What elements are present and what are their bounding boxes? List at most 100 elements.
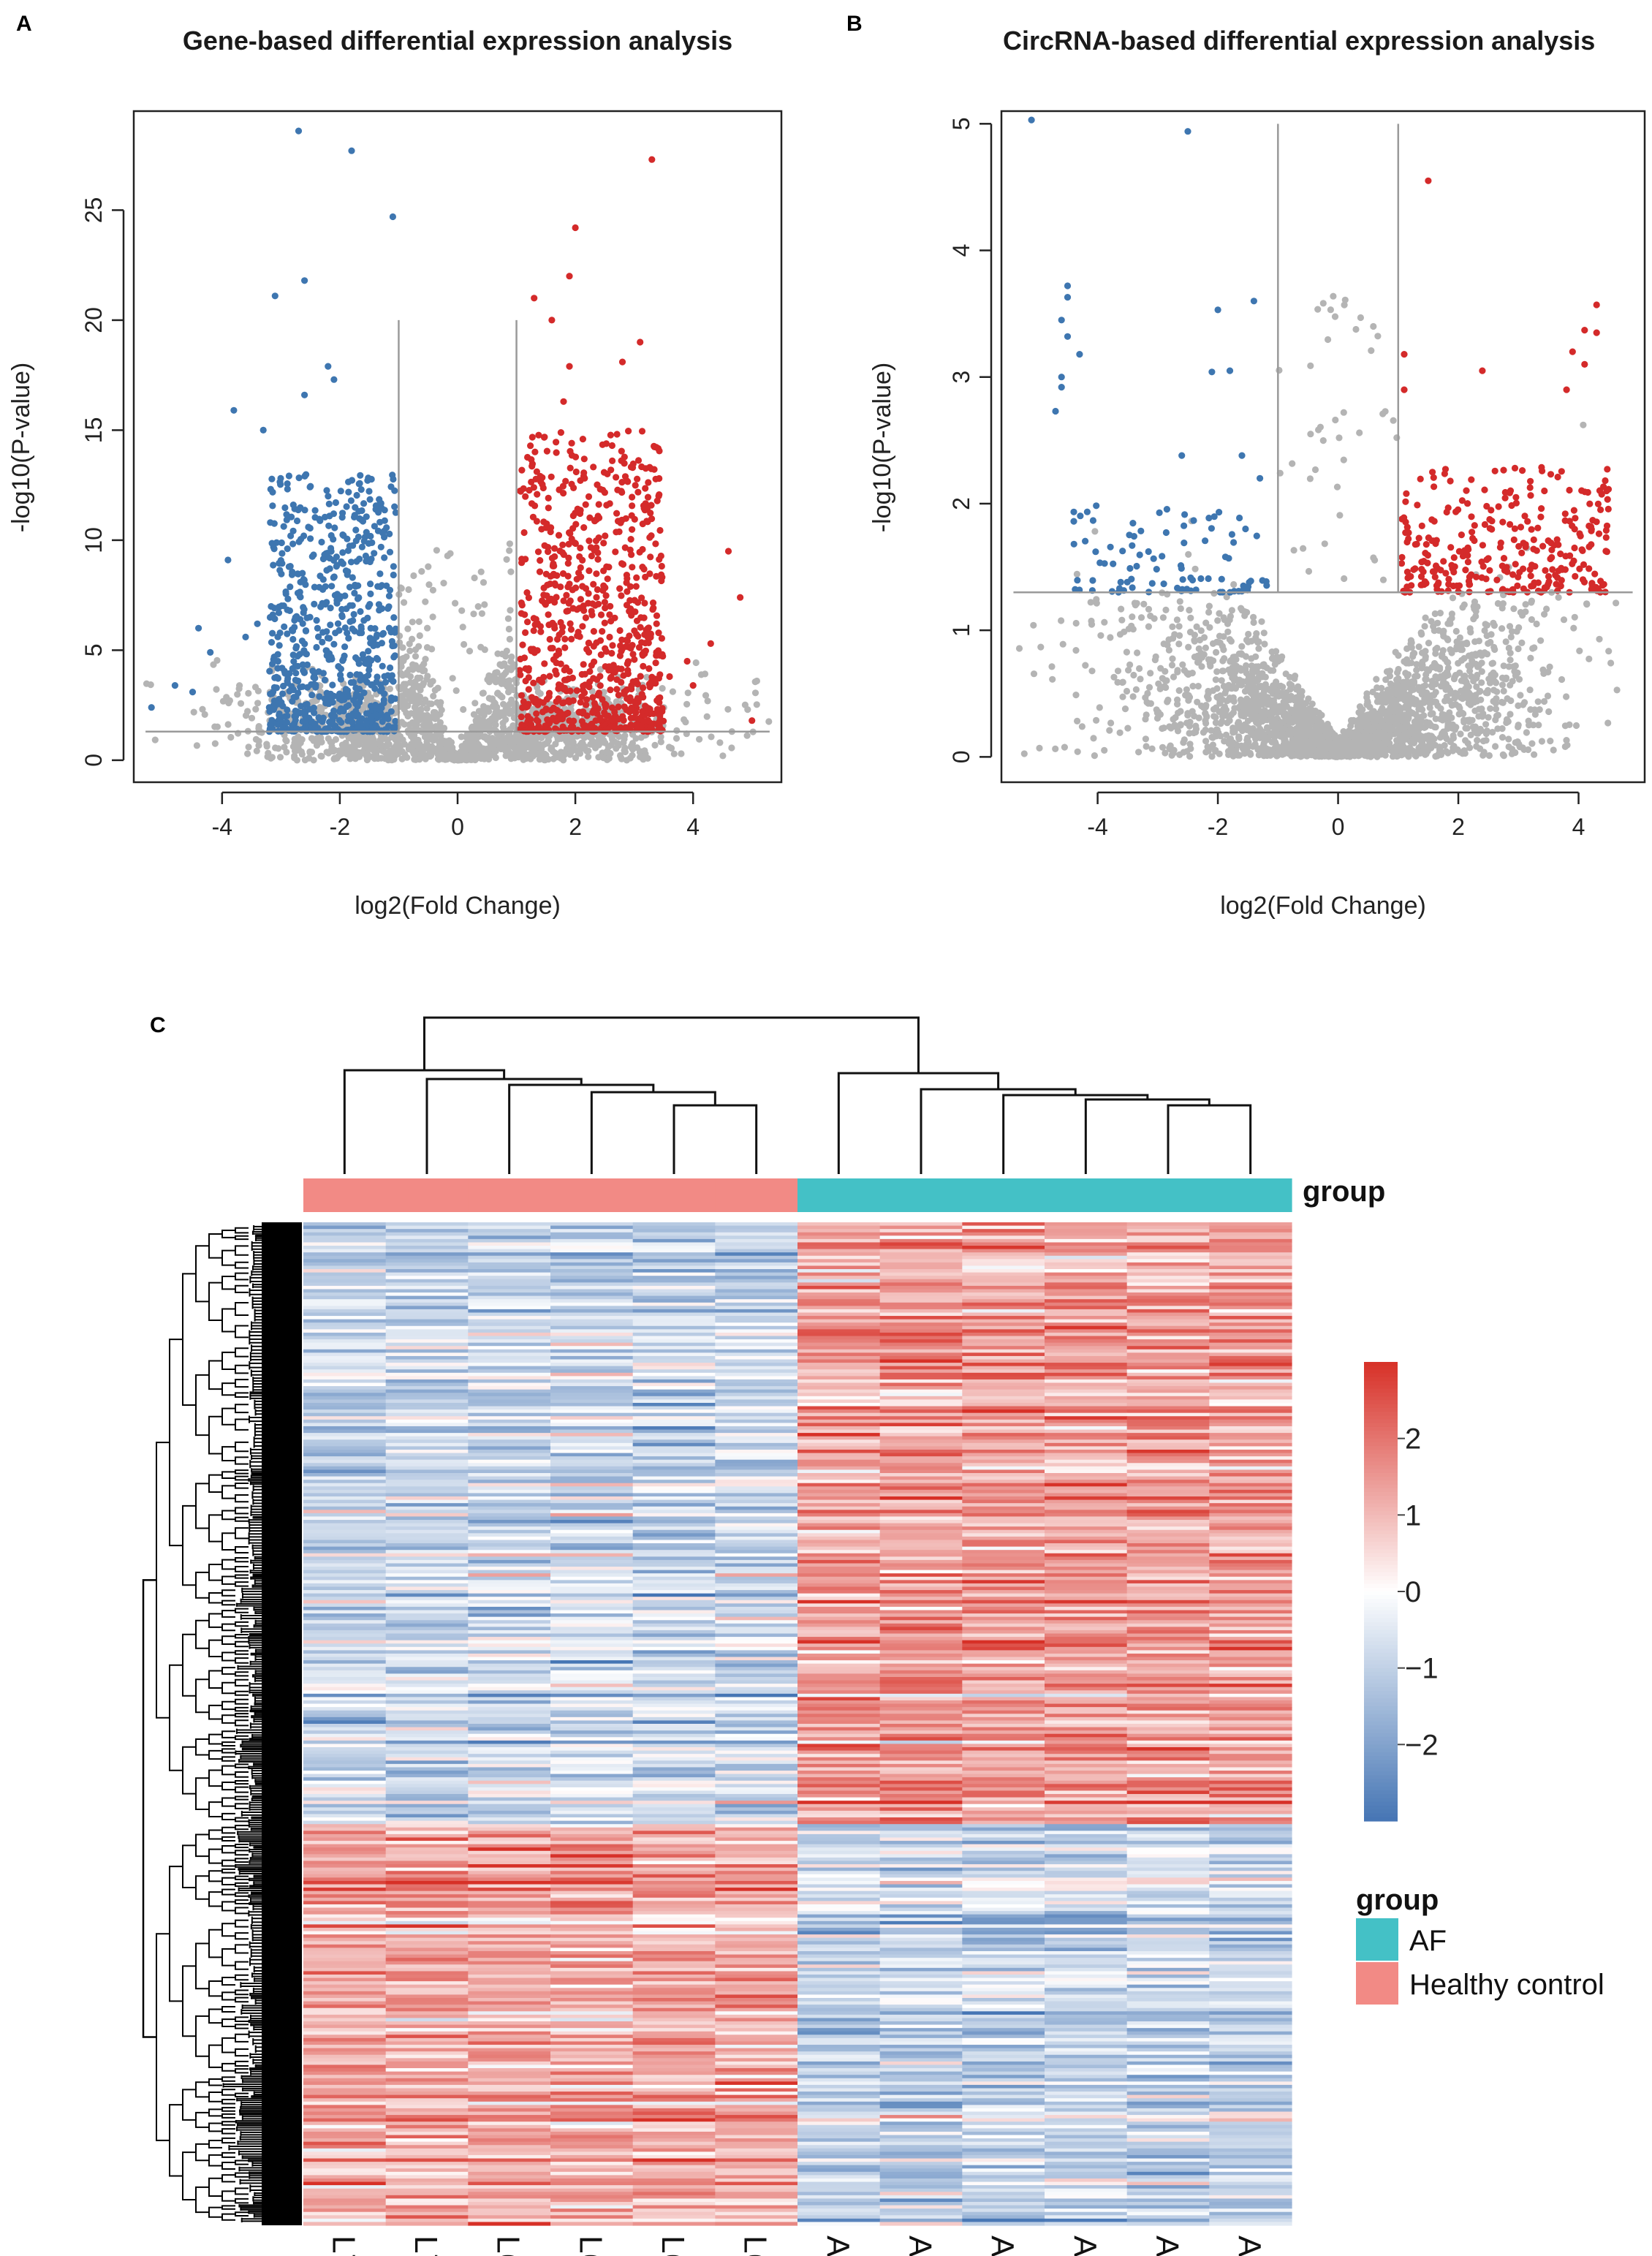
a-point-ns — [281, 743, 288, 751]
a-point-ns — [547, 746, 555, 753]
a-point-up — [609, 457, 616, 465]
a-point-down — [392, 717, 399, 725]
b-point-ns — [1487, 705, 1494, 712]
a-point-up — [588, 662, 595, 669]
a-point-up — [519, 641, 526, 648]
a-point-up — [602, 703, 610, 711]
a-point-up — [553, 670, 560, 678]
a-point-ns — [395, 741, 402, 749]
b-point-ns — [1030, 670, 1038, 678]
a-point-down — [337, 488, 344, 495]
b-point-ns — [1213, 648, 1220, 656]
a-point-ns — [291, 754, 298, 762]
a-point-ns — [415, 665, 423, 673]
a-point-ns — [640, 756, 647, 763]
b-point-ns — [1136, 665, 1143, 673]
a-point-up — [553, 594, 560, 601]
a-point-ns — [409, 661, 417, 668]
a-point-down — [326, 719, 333, 726]
a-point-down — [389, 472, 396, 479]
a-point-down — [299, 569, 306, 577]
a-point-ns — [199, 705, 206, 713]
a-point-ns — [438, 706, 445, 713]
a-point-up — [517, 655, 524, 663]
a-point-up — [590, 707, 597, 714]
b-point-ns — [1179, 661, 1186, 668]
a-point-up — [653, 612, 661, 619]
b-point-ns — [1198, 663, 1205, 670]
a-point-up — [656, 526, 664, 534]
a-point-down — [352, 504, 359, 511]
a-point-ns — [398, 748, 406, 755]
a-point-up — [596, 716, 603, 724]
b-point-ns — [1333, 483, 1341, 491]
a-point-up — [602, 711, 609, 719]
a-point-up — [530, 697, 537, 704]
b-point-ns — [1059, 640, 1066, 648]
a-point-up — [587, 544, 595, 551]
a-point-up — [530, 627, 537, 635]
a-point-ns — [423, 675, 431, 683]
a-point-up — [556, 486, 563, 493]
a-point-ns — [605, 743, 613, 751]
a-point-down — [365, 672, 372, 679]
a-point-up — [526, 716, 534, 724]
a-point-up — [724, 548, 732, 555]
a-point-down — [351, 627, 358, 635]
b-point-ns — [1534, 698, 1542, 705]
a-point-ns — [508, 653, 515, 661]
a-point-down — [321, 676, 328, 684]
a-point-up — [522, 556, 529, 563]
panel-a-threshold-lines — [145, 319, 770, 733]
a-point-down — [346, 602, 354, 609]
a-point-up — [629, 502, 636, 510]
a-point-up — [639, 521, 646, 528]
a-point-down — [280, 602, 287, 610]
a-point-ns — [409, 635, 416, 643]
a-point-up — [588, 720, 596, 728]
a-point-ns — [463, 746, 470, 754]
a-point-up — [655, 694, 662, 702]
a-point-down — [270, 605, 278, 612]
a-point-up — [532, 616, 539, 623]
a-point-ns — [703, 713, 711, 720]
a-point-ns — [507, 665, 515, 672]
a-point-up — [580, 455, 588, 463]
b-point-ns — [1390, 417, 1397, 424]
a-point-ns — [190, 708, 197, 716]
a-point-up — [551, 553, 558, 561]
a-point-down — [387, 483, 395, 491]
a-point-ns — [498, 673, 505, 680]
a-point-down — [266, 667, 273, 675]
a-point-down — [268, 475, 276, 482]
b-point-ns — [1238, 643, 1246, 650]
a-point-ns — [518, 740, 526, 747]
a-point-ns — [509, 699, 516, 706]
a-point-up — [600, 540, 607, 547]
a-point-up — [618, 665, 625, 673]
a-point-ns — [697, 671, 705, 678]
a-point-ns — [422, 598, 429, 605]
a-point-up — [586, 667, 594, 675]
a-point-down — [344, 568, 352, 575]
a-point-down — [372, 711, 379, 719]
a-point-up — [658, 571, 665, 578]
a-point-up — [617, 642, 624, 650]
b-point-ns — [1462, 724, 1469, 732]
a-point-up — [634, 488, 642, 496]
b-point-ns — [1580, 421, 1587, 428]
a-point-ns — [419, 743, 427, 751]
a-point-down — [310, 673, 317, 681]
b-point-ns — [1523, 729, 1530, 736]
a-point-up — [653, 444, 660, 451]
a-point-up — [517, 671, 524, 678]
a-point-ns — [469, 736, 477, 743]
a-point-ns — [298, 736, 306, 743]
b-point-ns — [1202, 726, 1209, 734]
a-point-down — [339, 693, 346, 700]
a-point-up — [524, 618, 531, 626]
a-point-ns — [751, 678, 759, 686]
a-point-up — [601, 599, 609, 606]
a-point-up — [624, 686, 631, 694]
a-point-up — [619, 713, 626, 720]
